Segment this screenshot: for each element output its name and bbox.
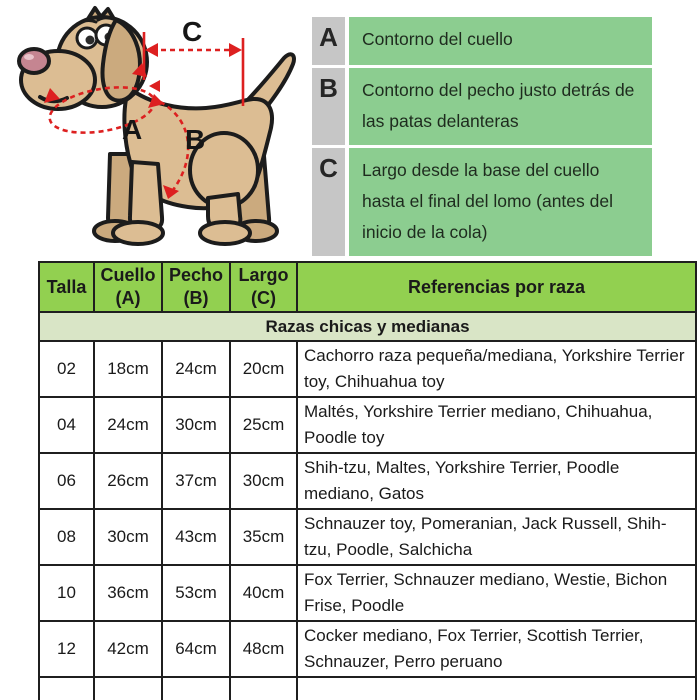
size-table: Talla Cuello (A) Pecho (B) Largo (C) Ref…	[38, 261, 697, 700]
dog-illustration: C A B	[2, 4, 308, 254]
legend-letter-a: A	[312, 17, 345, 65]
legend-row-c: C Largo desde la base del cuello hasta e…	[312, 148, 652, 256]
legend-letter-b: B	[312, 68, 345, 145]
dog-measurement-diagram: C A B	[17, 6, 296, 246]
size-row-08: 08 30cm 43cm 35cm Schnauzer toy, Pomeran…	[38, 508, 697, 566]
referencias-cell: Maltés, Yorkshire Terrier mediano, Chihu…	[296, 396, 697, 454]
size-row-02: 02 18cm 24cm 20cm Cachorro raza pequeña/…	[38, 340, 697, 398]
label-a: A	[122, 114, 142, 145]
referencias-cell: Schnauzer toy, Pomeranian, Jack Russell,…	[296, 508, 697, 566]
talla-cell: 10	[38, 564, 95, 622]
largo-cell: 48cm	[229, 620, 298, 678]
label-c: C	[182, 16, 202, 47]
cuello-cell: 24cm	[93, 396, 163, 454]
pecho-cell: 64cm	[161, 620, 231, 678]
dog-nose	[17, 47, 51, 75]
legend-text-b: Contorno del pecho justo detrás de las p…	[349, 68, 652, 145]
pecho-cell: 53cm	[161, 564, 231, 622]
legend-letter-c: C	[312, 148, 345, 256]
legend-row-b: B Contorno del pecho justo detrás de las…	[312, 68, 652, 145]
col-header-talla: Talla	[38, 261, 95, 313]
col-header-largo: Largo (C)	[229, 261, 298, 313]
partial-row-cutoff	[38, 676, 697, 700]
pecho-cell: 37cm	[161, 452, 231, 510]
cuello-cell: 36cm	[93, 564, 163, 622]
referencias-cell: Shih-tzu, Maltes, Yorkshire Terrier, Poo…	[296, 452, 697, 510]
largo-cell: 30cm	[229, 452, 298, 510]
referencias-cell: Cachorro raza pequeña/mediana, Yorkshire…	[296, 340, 697, 398]
legend-row-a: A Contorno del cuello	[312, 17, 652, 65]
cuello-cell: 26cm	[93, 452, 163, 510]
size-row-04: 04 24cm 30cm 25cm Maltés, Yorkshire Terr…	[38, 396, 697, 454]
talla-cell: 06	[38, 452, 95, 510]
measure-b-chest-arc	[151, 96, 190, 195]
size-table-header-row: Talla Cuello (A) Pecho (B) Largo (C) Ref…	[38, 261, 697, 313]
dog-head	[17, 6, 149, 111]
talla-cell: 02	[38, 340, 95, 398]
measurement-legend: A Contorno del cuello B Contorno del pec…	[312, 17, 652, 259]
talla-cell: 08	[38, 508, 95, 566]
cuello-cell: 18cm	[93, 340, 163, 398]
col-header-cuello: Cuello (A)	[93, 261, 163, 313]
cuello-cell: 42cm	[93, 620, 163, 678]
col-header-referencias: Referencias por raza	[296, 261, 697, 313]
referencias-cell: Cocker mediano, Fox Terrier, Scottish Te…	[296, 620, 697, 678]
section-header-row: Razas chicas y medianas	[38, 311, 697, 342]
section-header: Razas chicas y medianas	[38, 311, 697, 342]
pecho-cell: 43cm	[161, 508, 231, 566]
cuello-cell: 30cm	[93, 508, 163, 566]
size-row-10: 10 36cm 53cm 40cm Fox Terrier, Schnauzer…	[38, 564, 697, 622]
referencias-cell: Fox Terrier, Schnauzer mediano, Westie, …	[296, 564, 697, 622]
size-row-12: 12 42cm 64cm 48cm Cocker mediano, Fox Te…	[38, 620, 697, 678]
dog-body-shapes	[92, 52, 296, 246]
legend-text-c: Largo desde la base del cuello hasta el …	[349, 148, 652, 256]
label-b: B	[185, 124, 205, 155]
pecho-cell: 24cm	[161, 340, 231, 398]
talla-cell: 12	[38, 620, 95, 678]
largo-cell: 25cm	[229, 396, 298, 454]
size-row-06: 06 26cm 37cm 30cm Shih-tzu, Maltes, York…	[38, 452, 697, 510]
legend-text-a: Contorno del cuello	[349, 17, 652, 65]
measurement-annotations: C A B	[44, 16, 245, 199]
largo-cell: 20cm	[229, 340, 298, 398]
talla-cell: 04	[38, 396, 95, 454]
largo-cell: 35cm	[229, 508, 298, 566]
pecho-cell: 30cm	[161, 396, 231, 454]
largo-cell: 40cm	[229, 564, 298, 622]
dog-ear	[100, 18, 142, 103]
col-header-pecho: Pecho (B)	[161, 261, 231, 313]
